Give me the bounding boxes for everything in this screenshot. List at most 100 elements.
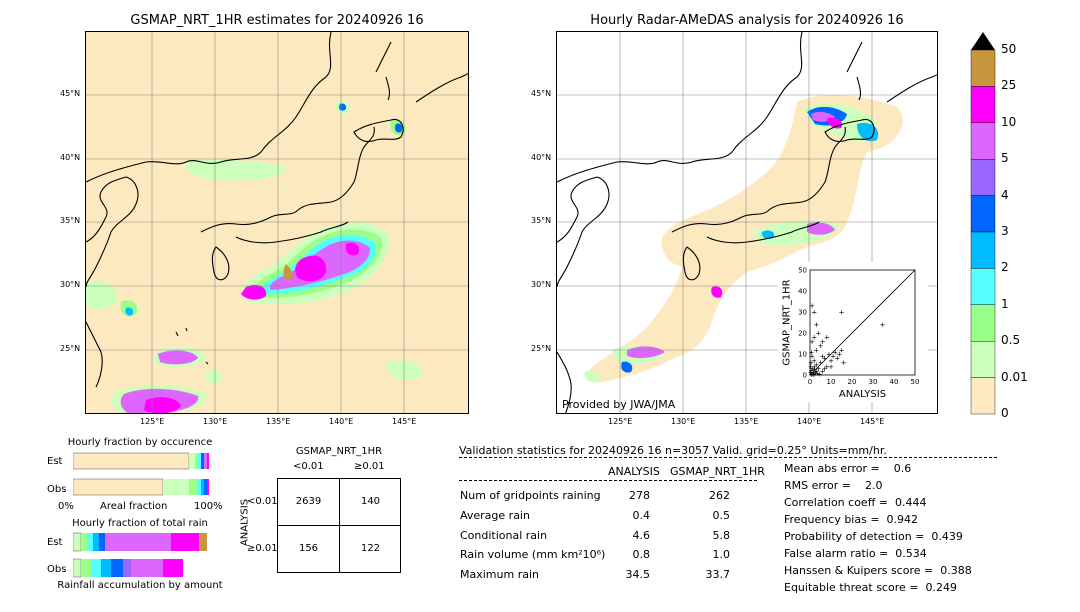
colorbar-seg-0: [970, 49, 996, 87]
scatter-point-34: +: [811, 357, 817, 365]
scatter-ytick-0: 0: [803, 372, 807, 380]
validation-col-gsmap: GSMAP_NRT_1HR: [670, 465, 765, 478]
left-lat-tick-25: 25°N: [60, 344, 81, 353]
scatter-point-47: +: [808, 348, 814, 356]
score-6: Hanssen & Kuipers score = 0.388: [784, 564, 972, 577]
left-map: [85, 31, 469, 414]
occurence-bar-obs: [73, 478, 209, 496]
validation-row-1-analysis: 0.4: [632, 509, 651, 522]
scatter-point-37: +: [812, 366, 818, 374]
right-coastline: [557, 32, 937, 413]
contingency-row-ge: ≥0.01: [247, 543, 278, 554]
left-coastline: [86, 32, 468, 388]
scatter-point-24: +: [813, 321, 819, 329]
contingency-row-lt: <0.01: [247, 496, 278, 507]
scatter-point-7: +: [810, 365, 816, 373]
scatter-xtick-3: 30: [869, 378, 878, 386]
contingency-cell-d: 122: [360, 543, 381, 554]
right-map-credit: Provided by JWA/JMA: [562, 398, 676, 411]
scatter-point-25: +: [811, 309, 817, 317]
scatter-point-15: +: [826, 351, 832, 359]
left-lat-tick-40: 40°N: [60, 153, 81, 162]
scatter-ticks: 00 10 10 20 20 30 30 40 40 50 50: [798, 267, 919, 387]
score-4: Probability of detection = 0.439: [784, 530, 963, 543]
scatter-point-10: +: [815, 365, 821, 373]
validation-row-1-label: Average rain: [460, 509, 530, 522]
right-lat-tick-35: 35°N: [531, 216, 552, 225]
right-lat-tick-40: 40°N: [531, 153, 552, 162]
scatter-point-44: +: [836, 351, 842, 359]
scatter-xtick-4: 40: [890, 378, 899, 386]
colorbar-label-9: 0.01: [1001, 369, 1028, 384]
scatter-point-21: +: [813, 346, 819, 354]
scatter-xlabel: ANALYSIS: [838, 389, 887, 400]
total-rain-xlabel: Rainfall accumulation by amount: [57, 580, 223, 591]
scatter-point-6: +: [809, 366, 815, 374]
contingency-col-lt: <0.01: [293, 461, 324, 472]
total-rain-bars: [73, 532, 207, 578]
colorbar-segments: [970, 49, 996, 415]
right-map-canvas: [557, 32, 937, 413]
colorbar-seg-7: [970, 304, 996, 342]
colorbar-label-7: 1: [1001, 296, 1009, 311]
score-0: Mean abs error = 0.6: [784, 462, 912, 475]
right-lon-tick-125: 125°E: [608, 417, 633, 426]
scatter-point-20: +: [841, 359, 847, 367]
scatter-point-41: +: [820, 353, 826, 361]
scatter-ylabel: GSMAP_NRT_1HR: [781, 279, 793, 366]
scatter-xtick-1: 10: [827, 378, 836, 386]
score-7: Equitable threat score = 0.249: [784, 581, 957, 594]
left-lon-tick-125: 125°E: [140, 417, 165, 426]
right-lon-tick-135: 135°E: [734, 417, 759, 426]
contingency-cell-b: 140: [360, 496, 381, 507]
scatter-point-5: +: [813, 367, 819, 375]
scatter-point-33: +: [809, 353, 815, 361]
scatter-point-32: +: [808, 359, 814, 367]
right-map-grid: [557, 32, 937, 413]
colorbar-label-5: 3: [1001, 224, 1009, 238]
validation-col-analysis: ANALYSIS: [608, 465, 660, 478]
scatter-diagonal: [809, 269, 916, 376]
scatter-point-0: +: [808, 371, 814, 379]
left-lat-tick-45: 45°N: [60, 89, 81, 98]
occurence-label-obs: Obs: [47, 484, 67, 495]
validation-row-3-gsmap: 1.0: [712, 548, 731, 561]
scatter-point-13: +: [822, 355, 828, 363]
right-lat-tick-25: 25°N: [531, 344, 552, 353]
right-lon-tick-130: 130°E: [671, 417, 696, 426]
occurence-x-mid: Areal fraction: [100, 501, 168, 512]
right-map-title: Hourly Radar-AMeDAS analysis for 2024092…: [590, 13, 904, 28]
scatter-point-46: +: [811, 334, 817, 342]
scatter-plot: ++++++++++++++++++++++++++++++++++++++++…: [798, 267, 919, 387]
scatter-point-39: +: [817, 370, 823, 378]
total-rain-title: Hourly fraction of total rain: [72, 518, 208, 529]
colorbar-seg-8: [970, 341, 996, 378]
scatter-point-31: +: [828, 363, 834, 371]
colorbar-label-10: 0: [1001, 406, 1009, 420]
total-rain-bar-est: [73, 532, 207, 552]
validation-row-2-gsmap: 5.8: [712, 529, 731, 542]
left-lon-tick-135: 135°E: [266, 417, 291, 426]
scatter-point-9: +: [813, 361, 819, 369]
validation-row-3-analysis: 0.8: [632, 548, 651, 561]
score-3: Frequency bias = 0.942: [784, 513, 919, 526]
scatter-point-16: +: [828, 357, 834, 365]
scatter-point-11: +: [818, 359, 824, 367]
validation-header: Validation statistics for 20240926 16 n=…: [459, 444, 887, 457]
scatter-xtick-2: 20: [848, 378, 857, 386]
left-lat-tick-30: 30°N: [60, 280, 81, 289]
scatter-point-17: +: [832, 348, 838, 356]
left-lon-tick-140: 140°E: [329, 417, 354, 426]
colorbar-extend-arrow: [971, 32, 995, 50]
colorbar-label-8: 0.5: [1001, 333, 1021, 348]
validation-row-4-gsmap: 33.7: [705, 568, 731, 581]
total-rain-label-obs: Obs: [47, 564, 67, 575]
total-rain-label-est: Est: [47, 537, 63, 548]
scatter-ytick-3: 30: [798, 309, 807, 317]
score-1: RMS error = 2.0: [784, 479, 883, 492]
validation-row-0-label: Num of gridpoints raining: [460, 489, 601, 502]
colorbar-label-3: 5: [1001, 151, 1009, 166]
scatter-point-2: +: [810, 369, 816, 377]
occurence-x-left: 0%: [58, 501, 74, 512]
colorbar-label-1: 25: [1001, 78, 1017, 93]
